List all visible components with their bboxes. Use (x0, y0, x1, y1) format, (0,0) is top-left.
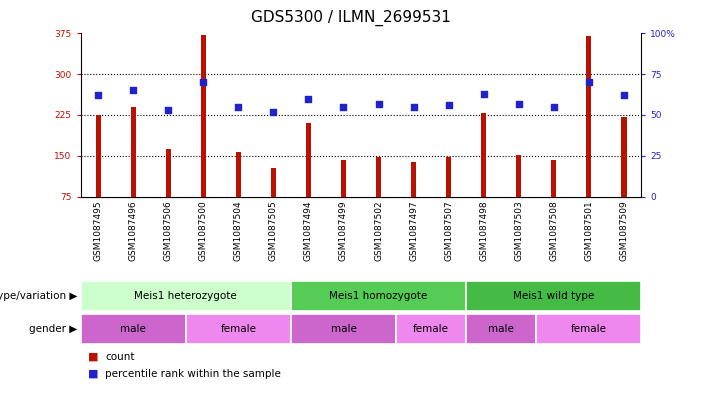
Text: gender ▶: gender ▶ (29, 324, 77, 334)
Bar (551, 160, 557, 196)
Point (338, 104, 349, 110)
Bar (411, 162, 416, 196)
Bar (271, 168, 276, 196)
Point (128, 87, 139, 94)
Bar (516, 154, 522, 196)
Text: GSM1087504: GSM1087504 (234, 200, 243, 261)
Text: count: count (105, 352, 135, 362)
Text: male: male (489, 324, 514, 334)
Text: GDS5300 / ILMN_2699531: GDS5300 / ILMN_2699531 (250, 9, 451, 26)
Text: ■: ■ (88, 369, 98, 379)
Text: Meis1 heterozygote: Meis1 heterozygote (135, 291, 237, 301)
Point (233, 104, 244, 110)
Text: GSM1087509: GSM1087509 (620, 200, 628, 261)
Text: male: male (121, 324, 146, 334)
Text: GSM1087501: GSM1087501 (585, 200, 593, 261)
Text: GSM1087498: GSM1087498 (479, 200, 488, 261)
Text: male: male (331, 324, 356, 334)
Bar (306, 123, 311, 196)
Bar (81, 314, 186, 344)
Bar (81, 281, 291, 311)
Text: female: female (571, 324, 607, 334)
Bar (95, 115, 101, 196)
Bar (291, 314, 396, 344)
Point (93, 92, 104, 99)
Text: GSM1087505: GSM1087505 (269, 200, 278, 261)
Bar (586, 36, 592, 197)
Text: female: female (413, 324, 449, 334)
Text: GSM1087502: GSM1087502 (374, 200, 383, 261)
Text: Meis1 homozygote: Meis1 homozygote (329, 291, 428, 301)
Text: GSM1087495: GSM1087495 (94, 200, 102, 261)
Text: GSM1087499: GSM1087499 (339, 200, 348, 261)
Point (163, 107, 174, 113)
Point (198, 79, 209, 85)
Bar (165, 149, 171, 196)
Text: percentile rank within the sample: percentile rank within the sample (105, 369, 281, 379)
Text: genotype/variation ▶: genotype/variation ▶ (0, 291, 77, 301)
Bar (481, 113, 486, 196)
Point (548, 104, 559, 110)
Bar (536, 314, 641, 344)
Point (268, 108, 279, 115)
Text: Meis1 wild type: Meis1 wild type (513, 291, 594, 301)
Bar (291, 281, 466, 311)
Bar (130, 107, 136, 196)
Text: GSM1087496: GSM1087496 (129, 200, 137, 261)
Point (478, 91, 489, 97)
Point (373, 100, 384, 107)
Bar (446, 157, 451, 196)
Bar (466, 314, 536, 344)
Bar (396, 314, 466, 344)
Bar (376, 157, 381, 196)
Bar (621, 117, 627, 196)
Text: GSM1087503: GSM1087503 (515, 200, 523, 261)
Bar (466, 281, 641, 311)
Bar (186, 314, 291, 344)
Text: GSM1087506: GSM1087506 (164, 200, 172, 261)
Point (618, 92, 629, 99)
Point (583, 79, 594, 85)
Point (513, 100, 524, 107)
Point (303, 95, 314, 102)
Text: GSM1087500: GSM1087500 (199, 200, 207, 261)
Bar (200, 35, 206, 197)
Point (443, 102, 454, 108)
Bar (236, 152, 241, 196)
Point (408, 104, 419, 110)
Text: female: female (220, 324, 257, 334)
Text: GSM1087507: GSM1087507 (444, 200, 453, 261)
Text: GSM1087497: GSM1087497 (409, 200, 418, 261)
Text: ■: ■ (88, 352, 98, 362)
Text: GSM1087508: GSM1087508 (550, 200, 558, 261)
Text: GSM1087494: GSM1087494 (304, 200, 313, 261)
Bar (341, 160, 346, 196)
